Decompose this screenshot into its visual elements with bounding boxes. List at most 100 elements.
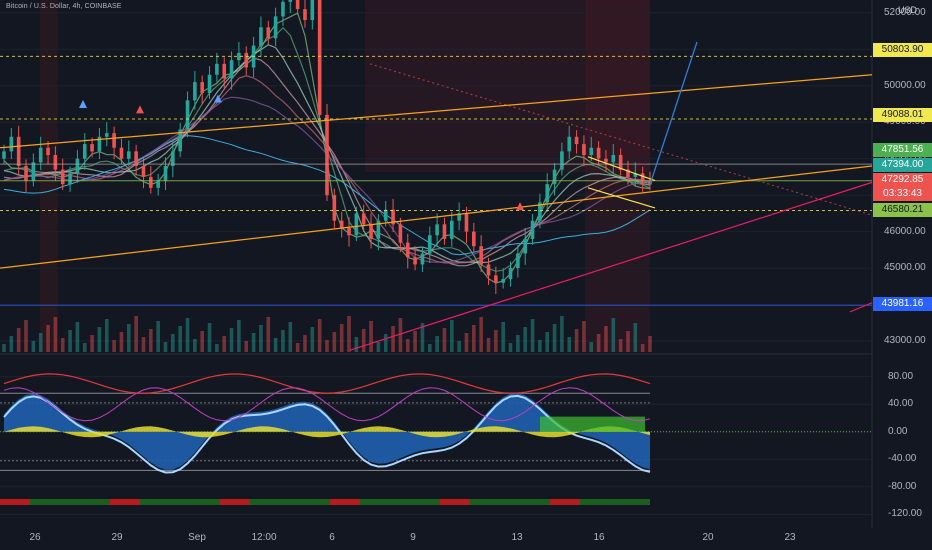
status-strip-segment	[610, 499, 620, 505]
candle-body	[472, 231, 476, 247]
money-flow-area	[4, 426, 650, 438]
status-strip-segment	[120, 499, 130, 505]
candle-body	[501, 279, 505, 283]
volume-bar	[38, 333, 43, 352]
price-tick-label: 52000.00	[884, 6, 926, 18]
candle-body	[339, 220, 344, 228]
candle-body	[193, 82, 197, 101]
status-strip-segment	[80, 499, 90, 505]
volume-bar	[648, 336, 652, 352]
candle-body	[589, 147, 594, 156]
volume-bar	[347, 316, 351, 352]
candle-body	[310, 0, 315, 21]
volume-bar	[405, 339, 410, 352]
candle-body	[2, 151, 6, 159]
volume-bar	[9, 336, 14, 352]
orange-trendline-upper	[0, 74, 873, 149]
status-strip-segment	[430, 499, 440, 505]
volume-bar	[486, 338, 491, 352]
price-tick-label: 43000.00	[884, 335, 926, 347]
volume-bar	[60, 338, 65, 352]
volume-bar	[259, 325, 263, 352]
candle-body	[413, 257, 417, 265]
volume-bar	[310, 327, 315, 352]
status-strip-segment	[50, 499, 60, 505]
status-strip-segment	[220, 499, 230, 505]
signal-marker	[79, 99, 87, 108]
candle-body	[281, 1, 285, 17]
status-strip-segment	[620, 499, 630, 505]
candle-body	[508, 268, 513, 280]
volume-bar	[134, 316, 138, 352]
price-tag: 47394.00	[873, 158, 932, 172]
candle-body	[68, 173, 72, 185]
candle-body	[332, 195, 337, 221]
volume-bar	[273, 338, 278, 352]
status-strip-segment	[440, 499, 450, 505]
status-strip-segment	[110, 499, 120, 505]
volume-bar	[523, 327, 528, 352]
status-strip-segment	[240, 499, 250, 505]
candle-body	[149, 176, 153, 188]
volume-bar	[31, 341, 36, 352]
time-tick-label: 26	[29, 532, 41, 543]
candle-body	[38, 147, 43, 163]
price-tag: 03:33:43	[873, 187, 932, 201]
time-tick-label: 29	[111, 532, 123, 543]
volume-bar	[171, 334, 175, 352]
volume-bar	[611, 318, 616, 352]
volume-bar	[369, 321, 373, 352]
volume-bar	[354, 337, 359, 352]
status-strip-segment	[380, 499, 390, 505]
volume-bar	[97, 327, 102, 352]
candle-body	[354, 213, 359, 236]
status-strip-segment	[70, 499, 80, 505]
volume-bar	[339, 324, 344, 352]
candle-body	[207, 74, 212, 94]
status-strip-segment	[60, 499, 70, 505]
status-strip-segment	[640, 499, 650, 505]
status-strip-segment	[450, 499, 460, 505]
candle-body	[538, 202, 542, 221]
candle-body	[273, 16, 278, 39]
volume-bar	[560, 316, 564, 352]
oscillator-tick-label: -80.00	[888, 480, 917, 492]
volume-bar	[626, 331, 630, 352]
oscillator-tick-label: -120.00	[888, 508, 922, 520]
volume-bar	[200, 331, 205, 352]
candle-body	[640, 173, 645, 181]
candle-body	[420, 253, 425, 265]
status-strip-segment	[270, 499, 280, 505]
candle-body	[303, 9, 307, 21]
shaded-zone	[40, 0, 58, 352]
signal-marker	[136, 105, 144, 114]
status-strip-segment	[530, 499, 540, 505]
volume-bar	[538, 340, 542, 352]
candle-body	[376, 220, 381, 239]
volume-bar	[295, 343, 300, 352]
pink-support-line	[349, 181, 873, 351]
volume-bar	[574, 329, 579, 352]
time-tick-label: Sep	[188, 532, 206, 543]
time-tick-label: 16	[593, 532, 605, 543]
candle-body	[596, 147, 601, 159]
volume-bar	[589, 342, 594, 352]
status-strip-segment	[410, 499, 420, 505]
volume-bar	[618, 339, 623, 352]
candle-body	[516, 253, 520, 269]
oscillator-purple-line	[3, 387, 651, 422]
wedge-upper	[587, 156, 656, 182]
candle-body	[119, 147, 124, 159]
status-strip-segment	[10, 499, 20, 505]
orange-trendline-lower	[0, 165, 873, 269]
status-strip-segment	[600, 499, 610, 505]
volume-bar	[640, 344, 645, 352]
volume-bar	[53, 317, 58, 352]
status-strip-segment	[0, 499, 10, 505]
candle-body	[442, 224, 447, 239]
volume-bar	[420, 323, 425, 352]
volume-bar	[288, 322, 293, 352]
status-strip-segment	[460, 499, 470, 505]
status-strip-segment	[20, 499, 30, 505]
